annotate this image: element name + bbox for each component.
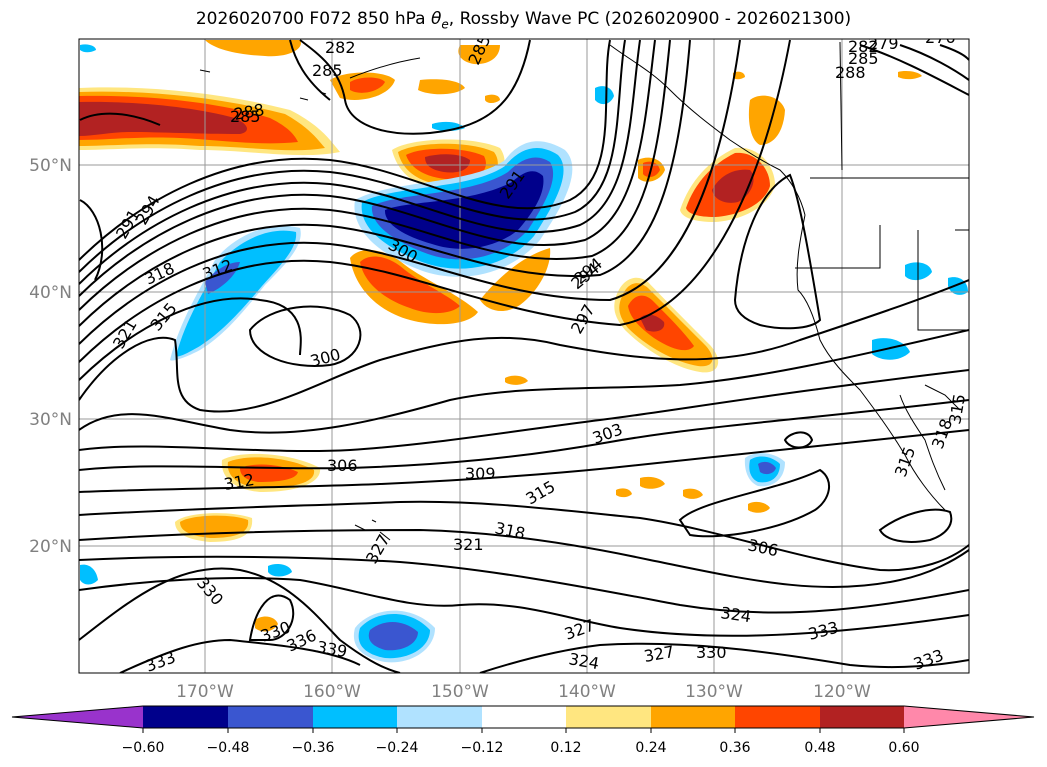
positive-anomaly-region — [418, 79, 465, 95]
contour-label: 324 — [567, 649, 600, 673]
colorbar-tick-label: −0.24 — [376, 740, 419, 756]
lat-label: 30°N — [29, 410, 72, 430]
colorbar-extend-high — [904, 706, 1034, 728]
lat-label: 40°N — [29, 283, 72, 303]
colorbar-extend-low — [12, 706, 143, 728]
negative-anomaly-region — [80, 44, 96, 53]
contour-label: 288 — [835, 63, 866, 82]
negative-anomaly-region — [176, 230, 297, 357]
colorbar-tick-label: −0.12 — [461, 740, 504, 756]
contour-label: 321 — [453, 535, 484, 554]
contour-label: 324 — [719, 603, 752, 626]
positive-anomaly-region — [255, 616, 278, 632]
negative-anomaly-region — [872, 338, 910, 360]
positive-anomaly-region — [480, 248, 551, 312]
colorbar-tick-label: 0.60 — [888, 740, 919, 756]
positive-anomaly-region — [425, 154, 470, 173]
positive-anomaly-region — [350, 77, 385, 93]
colorbar-tick-label: −0.48 — [207, 740, 250, 756]
positive-anomaly-region — [360, 256, 460, 314]
contour-label: 285 — [848, 49, 879, 68]
plot-frame — [78, 38, 970, 674]
positive-anomaly-region — [898, 71, 922, 80]
contour-label: 315 — [945, 392, 969, 425]
negative-anomaly-region — [268, 564, 292, 577]
lon-label: 160°W — [303, 682, 361, 702]
colorbar-tick-label: 0.12 — [550, 740, 581, 756]
lon-label: 130°W — [685, 682, 743, 702]
positive-anomaly-region — [640, 314, 665, 332]
colorbar-segment — [482, 706, 566, 728]
negative-anomaly-region — [368, 622, 418, 651]
colorbar-segment — [651, 706, 735, 728]
positive-anomaly-region — [748, 95, 785, 145]
colorbar-tick-marks — [142, 728, 905, 733]
positive-anomaly-region — [458, 45, 500, 65]
contour-label: 306 — [327, 456, 358, 475]
positive-anomaly-region — [205, 40, 301, 57]
contour-label: 279 — [868, 34, 899, 53]
negative-anomaly-region — [758, 461, 776, 475]
lon-label: 150°W — [431, 682, 489, 702]
contour-label: 330 — [696, 643, 727, 662]
positive-anomaly-region — [748, 501, 770, 513]
theta-symbol: θ — [431, 9, 442, 29]
plot-area: 282 285 285 288 285 282 279 276 288 285 … — [79, 28, 969, 673]
colorbar: −0.60 −0.48 −0.36 −0.24 −0.12 0.12 0.24 … — [11, 705, 1035, 756]
colorbar-tick-label: −0.36 — [292, 740, 335, 756]
colorbar-segment — [566, 706, 651, 728]
lon-label: 170°W — [176, 682, 234, 702]
latitude-labels: 50°N 40°N 30°N 20°N — [29, 156, 72, 557]
colorbar-tick-label: 0.36 — [719, 740, 750, 756]
contour-label: 285 — [312, 61, 343, 80]
lon-label: 120°W — [813, 682, 871, 702]
positive-anomaly-region — [616, 488, 632, 498]
contour-label: 282 — [325, 38, 356, 57]
positive-anomaly-region — [505, 375, 528, 385]
positive-anomaly-region — [683, 488, 703, 499]
positive-anomaly-region — [485, 94, 500, 103]
contour-label: 309 — [465, 464, 496, 483]
contour-label: 285 — [230, 107, 261, 126]
positive-anomaly-region — [733, 71, 745, 80]
negative-anomaly-region — [595, 86, 614, 105]
lon-label: 140°W — [558, 682, 616, 702]
theta-subscript: e — [441, 17, 449, 32]
colorbar-segment — [820, 706, 904, 728]
lat-label: 50°N — [29, 156, 72, 176]
colorbar-segment — [313, 706, 397, 728]
lat-label: 20°N — [29, 537, 72, 557]
contour-label: 276 — [925, 28, 956, 47]
theta-e-contours — [79, 39, 969, 673]
colorbar-tick-label: 0.48 — [804, 740, 835, 756]
chart-title: 2026020700 F072 850 hPa θe, Rossby Wave … — [195, 9, 852, 32]
colorbar-tick-label: 0.24 — [635, 740, 666, 756]
positive-anomaly-region — [640, 476, 665, 489]
positive-anomaly-region — [712, 169, 754, 203]
colorbar-segment — [735, 706, 820, 728]
contour-label: 282 — [848, 37, 879, 56]
colorbar-segment — [397, 706, 482, 728]
longitude-labels: 170°W 160°W 150°W 140°W 130°W 120°W — [176, 682, 871, 702]
negative-anomaly-region — [80, 564, 98, 585]
colorbar-tick-label: −0.60 — [122, 740, 165, 756]
colorbar-segment — [143, 706, 228, 728]
colorbar-segment — [228, 706, 313, 728]
